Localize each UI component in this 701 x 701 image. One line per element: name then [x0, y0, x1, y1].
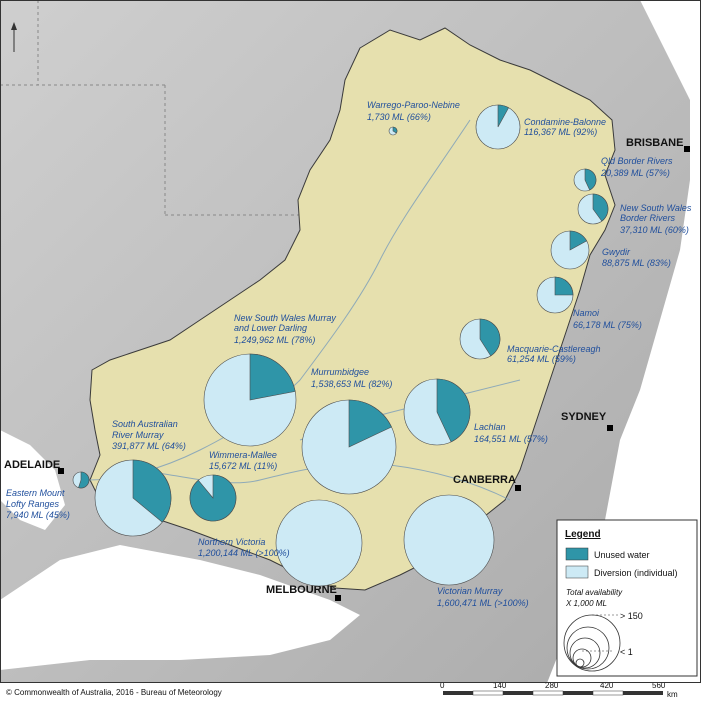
label-macquarie-name: Macquarie-Castlereagh — [507, 344, 601, 354]
city-label-melbourne: MELBOURNE — [266, 584, 337, 596]
legend-swatch-diversion — [565, 565, 589, 579]
pie-8-unused — [436, 378, 471, 443]
label-wimmera-name: Wimmera-Mallee — [209, 450, 277, 460]
label-macquarie-value: 61,254 ML (59%) — [507, 354, 576, 364]
scale-tick-560: 560 — [652, 681, 666, 690]
city-label-sydney: SYDNEY — [561, 411, 607, 423]
label-condamine-value: 116,367 ML (92%) — [524, 127, 597, 137]
label-samurray-name-1: South Australian — [112, 419, 178, 429]
pie-13-unused — [78, 471, 90, 489]
pie-charts — [72, 104, 609, 587]
label-lachlan-value: 164,551 ML (57%) — [474, 434, 548, 444]
label-qldborder-value: 20,389 ML (57%) — [600, 168, 670, 178]
region-labels: Warrego-Paroo-Nebine 1,730 ML (66%) Cond… — [6, 100, 692, 608]
label-gwydir-value: 88,875 ML (83%) — [602, 258, 671, 268]
label-murrumbidgee-name: Murrumbidgee — [311, 367, 369, 377]
sea-gulf — [0, 430, 65, 530]
label-vicmurray-value: 1,600,471 ML (>100%) — [437, 598, 529, 608]
scale-tick-280: 280 — [545, 681, 559, 690]
city-melbourne: MELBOURNE — [266, 584, 341, 601]
city-brisbane: BRISBANE — [626, 137, 690, 152]
pie-3-unused — [584, 168, 597, 191]
city-label-brisbane: BRISBANE — [626, 137, 683, 149]
label-samurray-value: 391,877 ML (64%) — [112, 441, 186, 451]
scale-tick-140: 140 — [493, 681, 507, 690]
city-canberra: CANBERRA — [453, 474, 521, 491]
label-lachlan-name: Lachlan — [474, 422, 506, 432]
footer-copyright: © Commonwealth of Australia, 2016 - Bure… — [6, 688, 222, 697]
label-nswmurray-name-1: New South Wales Murray — [234, 313, 336, 323]
label-murrumbidgee-value: 1,538,653 ML (82%) — [311, 379, 392, 389]
pie-4-unused — [592, 193, 609, 222]
north-arrow-icon — [11, 22, 17, 52]
label-nswborder-name-1: New South Wales — [620, 203, 692, 213]
label-nswborder-name-2: Border Rivers — [620, 213, 676, 223]
label-vicmurray-name: Victorian Murray — [437, 586, 503, 596]
label-condamine-name: Condamine-Balonne — [524, 117, 606, 127]
scale-bar: 0 140 280 420 560 km — [440, 681, 678, 699]
label-nswmurray-name-2: and Lower Darling — [234, 323, 307, 333]
label-northvic-name: Northern Victoria — [198, 537, 265, 547]
label-nswmurray-value: 1,249,962 ML (78%) — [234, 335, 315, 345]
legend: Legend Unused water Diversion (individua… — [556, 519, 698, 677]
label-emlr-value: 7,940 ML (45%) — [6, 510, 70, 520]
label-emlr-name-2: Lofty Ranges — [6, 499, 60, 509]
city-label-adelaide: ADELAIDE — [4, 459, 60, 471]
label-gwydir-name: Gwydir — [602, 247, 631, 257]
pie-2-unused — [497, 104, 510, 128]
footer-bar — [0, 683, 701, 701]
basin-area — [89, 27, 616, 591]
label-emlr-name-1: Eastern Mount — [6, 488, 65, 498]
label-samurray-name-2: River Murray — [112, 430, 164, 440]
legend-unused-label: Unused water — [594, 550, 650, 560]
label-wimmera-value: 15,672 ML (11%) — [209, 461, 277, 471]
legend-units-label: X 1,000 ML — [565, 599, 607, 608]
scale-unit: km — [667, 690, 678, 699]
pie-11-unused — [132, 459, 172, 523]
label-northvic-value: 1,200,144 ML (>100%) — [198, 548, 290, 558]
city-adelaide: ADELAIDE — [4, 459, 64, 474]
pie-5-unused — [569, 230, 588, 251]
legend-min-label: < 1 — [620, 647, 633, 657]
legend-swatch-unused — [565, 547, 589, 561]
pie-6-unused — [554, 276, 574, 296]
legend-size-circles — [563, 614, 621, 672]
city-label-canberra: CANBERRA — [453, 474, 516, 486]
label-qldborder-name: Qld Border Rivers — [601, 156, 673, 166]
pie-9-unused — [348, 399, 392, 448]
scale-tick-420: 420 — [600, 681, 614, 690]
label-namoi-value: 66,178 ML (75%) — [573, 320, 642, 330]
pie-15-diversion — [403, 494, 495, 586]
pie-10-unused — [249, 353, 296, 401]
legend-max-label: > 150 — [620, 611, 643, 621]
sea-south — [0, 545, 560, 701]
pie-1-unused — [392, 126, 398, 134]
river-darling — [89, 119, 471, 481]
legend-total-label: Total availability — [566, 588, 623, 597]
pie-14-diversion — [275, 499, 363, 587]
label-warrego-name: Warrego-Paroo-Nebine — [367, 100, 460, 110]
scale-tick-0: 0 — [440, 681, 445, 690]
legend-diversion-label: Diversion (individual) — [594, 568, 678, 578]
pie-12-unused — [189, 474, 237, 522]
city-sydney: SYDNEY — [561, 411, 613, 431]
label-warrego-value: 1,730 ML (66%) — [367, 112, 431, 122]
label-nswborder-value: 37,310 ML (60%) — [620, 225, 689, 235]
pie-7-unused — [479, 318, 501, 357]
legend-title: Legend — [565, 529, 601, 540]
label-namoi-name: Namoi — [573, 308, 600, 318]
